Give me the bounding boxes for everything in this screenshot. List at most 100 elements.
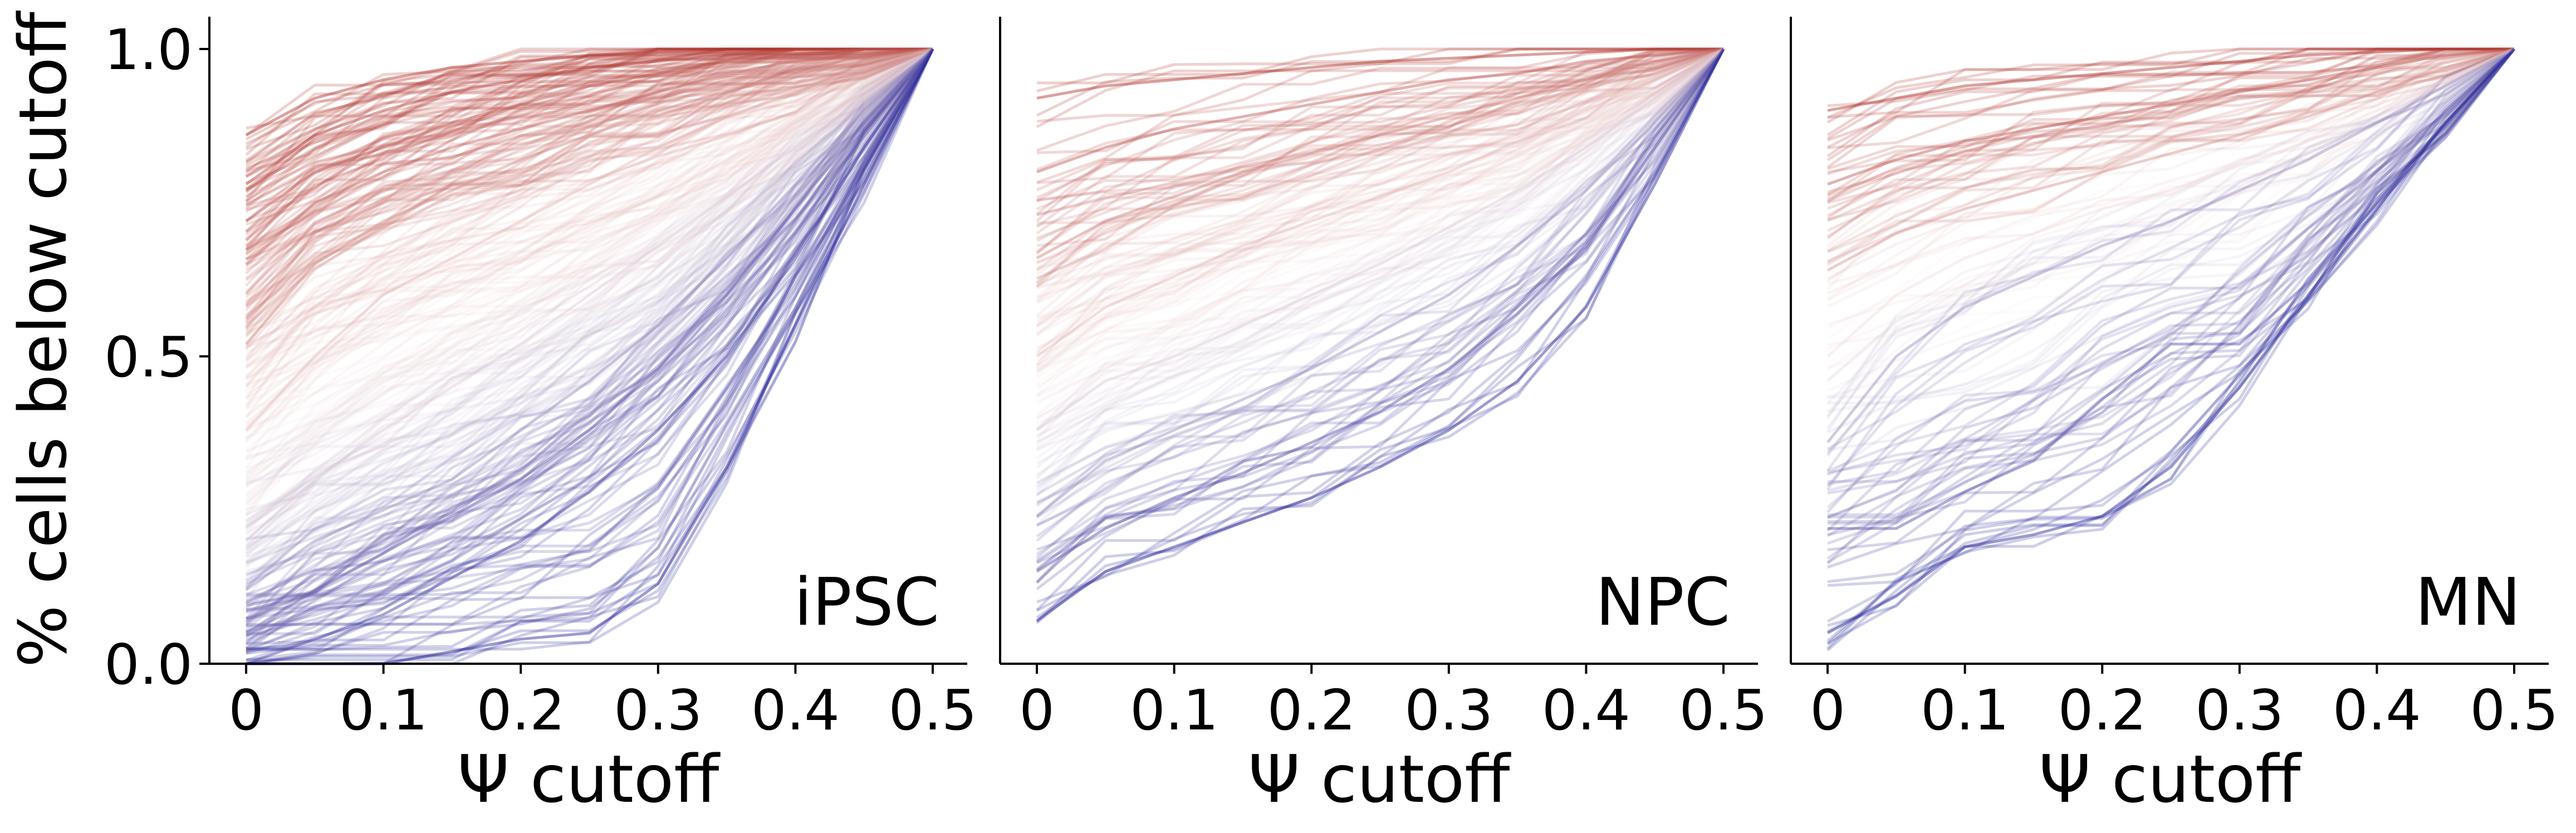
series-line — [245, 47, 933, 156]
series-line — [245, 47, 933, 388]
series-line — [1826, 47, 2515, 300]
series-line — [1036, 47, 1725, 362]
series-line — [245, 47, 933, 346]
series-line — [245, 48, 934, 627]
series-line — [245, 47, 933, 242]
series-line — [1036, 47, 1723, 129]
series-line — [245, 47, 933, 194]
series-line — [1036, 48, 1725, 404]
series-line — [245, 47, 933, 504]
series-line — [1036, 47, 1725, 366]
series-line — [245, 48, 934, 645]
x-tick-label: 0.3 — [614, 678, 702, 743]
panel-label: NPC — [1595, 564, 1730, 640]
series-line — [1036, 48, 1725, 604]
series-line — [246, 48, 934, 665]
series-line — [245, 47, 933, 452]
series-line — [1036, 48, 1725, 488]
series-line — [1036, 47, 1723, 217]
series-line — [1827, 47, 2514, 112]
series-line — [245, 47, 933, 191]
series-line — [245, 47, 933, 307]
series-line — [245, 48, 934, 530]
series-line — [244, 47, 934, 460]
series-line — [245, 48, 934, 567]
series-line — [245, 48, 934, 545]
series-line — [245, 47, 934, 564]
series-line — [245, 47, 933, 255]
series-line — [246, 47, 933, 345]
x-tick-label: 0 — [228, 678, 264, 743]
series-line — [245, 47, 933, 287]
y-tick-label: 0.0 — [104, 632, 193, 697]
series-line — [1826, 47, 2515, 283]
series-line — [245, 48, 934, 602]
series-line — [1036, 47, 1724, 391]
x-tick-label: 0.4 — [1542, 678, 1630, 743]
series-line — [1036, 47, 1724, 272]
series-line — [244, 47, 934, 518]
series-line — [1826, 47, 2515, 419]
series-line — [1827, 47, 2515, 263]
series-line — [1826, 47, 2514, 136]
series-line — [1827, 47, 2515, 295]
series-line — [1036, 47, 1725, 288]
series-line — [1827, 47, 2515, 367]
series-line — [1036, 47, 1724, 184]
series-line — [245, 47, 934, 369]
series-line — [1036, 48, 1725, 565]
series-line — [245, 47, 933, 364]
series-line — [1036, 47, 1724, 317]
x-tick-label: 0.3 — [2195, 678, 2284, 743]
series-line — [246, 48, 934, 665]
series-line — [245, 47, 933, 282]
series-line — [246, 48, 934, 653]
series-line — [1036, 47, 1725, 372]
series-line — [245, 48, 934, 626]
series-line — [245, 47, 934, 479]
series-line — [1826, 47, 2515, 272]
series-line — [1826, 47, 2514, 169]
series-line — [1826, 47, 2515, 196]
series-line — [1036, 48, 1725, 403]
series-line — [1036, 47, 1725, 350]
series-line — [245, 47, 933, 392]
series-line — [1036, 48, 1725, 517]
series-line — [245, 47, 934, 399]
series-line — [245, 48, 934, 453]
series-line — [1036, 48, 1725, 421]
series-line — [245, 48, 934, 556]
series-line — [1036, 47, 1725, 227]
series-line — [1036, 47, 1725, 287]
series-line — [245, 47, 933, 280]
series-line — [245, 47, 933, 302]
series-line — [245, 47, 933, 251]
series-line — [245, 47, 933, 326]
series-line — [1036, 47, 1724, 171]
series-line — [1036, 47, 1724, 217]
series-line — [1036, 48, 1725, 507]
series-line — [245, 48, 934, 637]
series-line — [245, 47, 934, 569]
x-tick-label: 0.5 — [888, 678, 977, 743]
series-line — [1826, 47, 2515, 457]
series-line — [1827, 48, 2515, 519]
series-line — [1826, 47, 2514, 161]
series-line — [245, 47, 934, 515]
series-line — [245, 47, 934, 527]
series-line — [245, 47, 934, 399]
series-line — [1827, 48, 2515, 627]
series-line — [1828, 48, 2515, 516]
series-line — [1036, 47, 1724, 123]
series-line — [1036, 48, 1725, 538]
series-line — [245, 47, 933, 358]
series-line — [245, 47, 934, 366]
series-line — [1036, 47, 1724, 280]
series-line — [1827, 48, 2515, 492]
series-line — [1036, 48, 1725, 526]
series-line — [245, 47, 933, 236]
series-line — [1036, 47, 1724, 255]
series-line — [1826, 47, 2515, 450]
series-line — [1827, 47, 2514, 149]
